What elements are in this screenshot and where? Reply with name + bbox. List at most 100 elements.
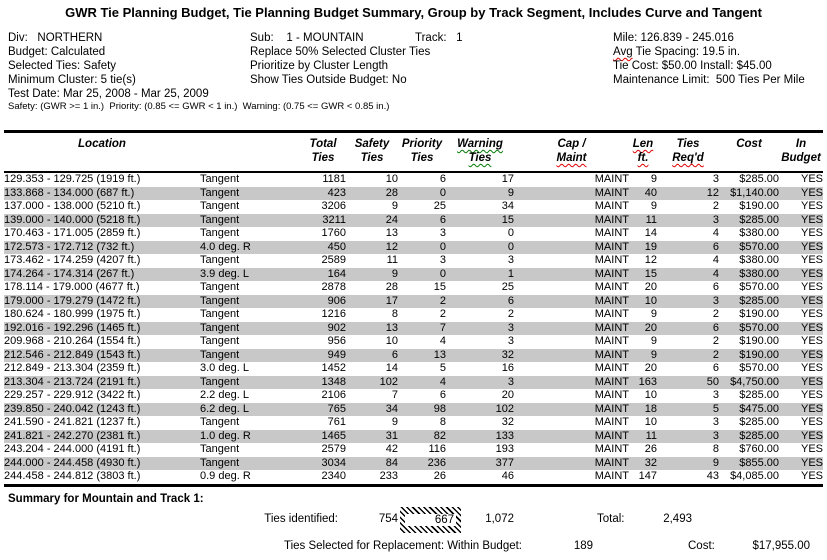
info-replace: Replace 50% Selected Cluster Ties — [250, 46, 431, 58]
cell-warning-ties: 25 — [501, 281, 514, 293]
info-test-date: Test Date: Mar 25, 2008 - Mar 25, 2009 — [8, 88, 209, 100]
header-safety-ties: Safety Ties — [354, 138, 390, 164]
cell-cost: $570.00 — [739, 281, 779, 293]
cell-total-ties: 761 — [327, 416, 346, 428]
cell-len-ft: 163 — [638, 375, 657, 388]
cell-curve-type: Tangent — [200, 227, 240, 239]
cell-curve-type: Tangent — [200, 308, 240, 320]
table-row: 174.264 - 174.314 (267 ft.) 3.9 deg. L 164… — [4, 267, 823, 281]
cell-location: 172.573 - 172.712 (732 ft.) — [4, 240, 135, 253]
cell-in-budget: YES — [800, 456, 823, 469]
cell-in-budget: YES — [800, 443, 823, 455]
cell-cost: $380.00 — [739, 254, 779, 266]
cell-len-ft: 9 — [650, 200, 657, 212]
cell-curve-type: 3.0 deg. L — [200, 362, 249, 374]
info-budget: Budget: Calculated — [8, 46, 106, 58]
cell-len-ft: 19 — [644, 240, 657, 253]
cell-safety-ties: 102 — [379, 375, 398, 388]
cell-cap-maint: MAINT — [594, 321, 629, 334]
cell-in-budget: YES — [800, 240, 823, 253]
cell-total-ties: 2579 — [321, 443, 346, 455]
cell-cap-maint: MAINT — [594, 173, 629, 185]
cell-ties-reqd: 6 — [712, 321, 719, 334]
cell-total-ties: 3211 — [322, 213, 346, 226]
cell-total-ties: 2340 — [321, 470, 346, 482]
cell-warning-ties: 32 — [501, 348, 514, 361]
cell-curve-type: Tangent — [200, 173, 240, 185]
cell-location: 137.000 - 138.000 (5210 ft.) — [4, 200, 141, 212]
cell-total-ties: 423 — [327, 186, 346, 199]
cell-in-budget: YES — [800, 416, 823, 428]
cell-len-ft: 15 — [644, 267, 657, 280]
cell-priority-ties: 13 — [433, 348, 446, 361]
cell-cost: $190.00 — [739, 348, 779, 361]
cell-len-ft: 10 — [644, 389, 657, 401]
cell-in-budget: YES — [800, 321, 823, 334]
cell-warning-ties: 102 — [495, 402, 514, 415]
cell-cap-maint: MAINT — [594, 186, 629, 199]
cell-cap-maint: MAINT — [594, 240, 629, 253]
cell-len-ft: 11 — [645, 429, 657, 442]
cell-curve-type: 2.2 deg. L — [200, 389, 249, 401]
cell-in-budget: YES — [800, 200, 823, 212]
table-row: 212.849 - 213.304 (2359 ft.) 3.0 deg. L 14… — [4, 362, 823, 376]
cell-warning-ties: 3 — [507, 335, 514, 347]
cell-len-ft: 32 — [644, 456, 657, 469]
cell-safety-ties: 10 — [385, 335, 398, 347]
table-row: 241.590 - 241.821 (1237 ft.) Tangent 761 9 8… — [4, 416, 823, 430]
summary-heading: Summary for Mountain and Track 1: — [8, 493, 204, 505]
cell-safety-ties: 6 — [391, 348, 398, 361]
cell-cap-maint: MAINT — [594, 470, 629, 482]
total-label: Total: — [597, 513, 625, 525]
cell-curve-type: Tangent — [200, 456, 240, 469]
cell-safety-ties: 12 — [385, 240, 398, 253]
cell-total-ties: 1452 — [321, 362, 346, 374]
cell-cap-maint: MAINT — [594, 267, 629, 280]
table-row: 229.257 - 229.912 (3422 ft.) 2.2 deg. L 21… — [4, 389, 823, 403]
cell-len-ft: 12 — [644, 254, 657, 266]
cell-location: 173.462 - 174.259 (4207 ft.) — [4, 254, 141, 266]
cell-location: 229.257 - 229.912 (3422 ft.) — [4, 389, 141, 401]
cell-in-budget: YES — [800, 173, 823, 185]
cell-curve-type: Tangent — [200, 335, 240, 347]
cell-priority-ties: 8 — [439, 416, 446, 428]
cell-in-budget: YES — [800, 213, 823, 226]
cell-len-ft: 40 — [644, 186, 657, 199]
cell-location: 133.868 - 134.000 (687 ft.) — [4, 186, 135, 199]
cell-len-ft: 9 — [650, 308, 657, 320]
cell-cost: $570.00 — [739, 240, 779, 253]
cell-len-ft: 9 — [650, 173, 657, 185]
cell-len-ft: 9 — [650, 335, 657, 347]
cell-total-ties: 1181 — [322, 173, 346, 185]
table-row: 213.304 - 213.724 (2191 ft.) Tangent 1348 1… — [4, 375, 823, 389]
header-cap-maint: Cap / Maint — [556, 138, 587, 164]
cell-in-budget: YES — [800, 402, 823, 415]
cell-cap-maint: MAINT — [594, 348, 629, 361]
within-budget-count: 189 — [573, 540, 593, 552]
cell-location: 243.204 - 244.000 (4191 ft.) — [4, 443, 141, 455]
cell-priority-ties: 5 — [439, 362, 446, 374]
cell-total-ties: 2878 — [321, 281, 346, 293]
cell-cost: $285.00 — [739, 294, 779, 307]
cell-ties-reqd: 9 — [712, 456, 719, 469]
cell-safety-ties: 13 — [385, 227, 398, 239]
cell-priority-ties: 6 — [439, 173, 446, 185]
cell-warning-ties: 9 — [507, 186, 514, 199]
cell-curve-type: Tangent — [200, 254, 240, 266]
cell-location: 174.264 - 174.314 (267 ft.) — [4, 267, 135, 280]
cell-cap-maint: MAINT — [594, 200, 629, 212]
cell-warning-ties: 2 — [507, 308, 514, 320]
cell-curve-type: Tangent — [200, 294, 240, 307]
cell-cap-maint: MAINT — [594, 389, 629, 401]
cell-safety-ties: 14 — [385, 362, 398, 374]
cell-location: 170.463 - 171.005 (2859 ft.) — [4, 227, 141, 239]
cell-cost: $285.00 — [739, 389, 779, 401]
table-row: 137.000 - 138.000 (5210 ft.) Tangent 3206 9… — [4, 200, 823, 214]
cell-ties-reqd: 6 — [712, 281, 719, 293]
cell-warning-ties: 1 — [507, 267, 514, 280]
warning-ties-count: 1,072 — [485, 513, 514, 525]
cell-ties-reqd: 12 — [706, 186, 719, 199]
cell-in-budget: YES — [800, 308, 823, 320]
table-row: 173.462 - 174.259 (4207 ft.) Tangent 2589 1… — [4, 254, 823, 268]
cell-safety-ties: 9 — [391, 200, 398, 212]
